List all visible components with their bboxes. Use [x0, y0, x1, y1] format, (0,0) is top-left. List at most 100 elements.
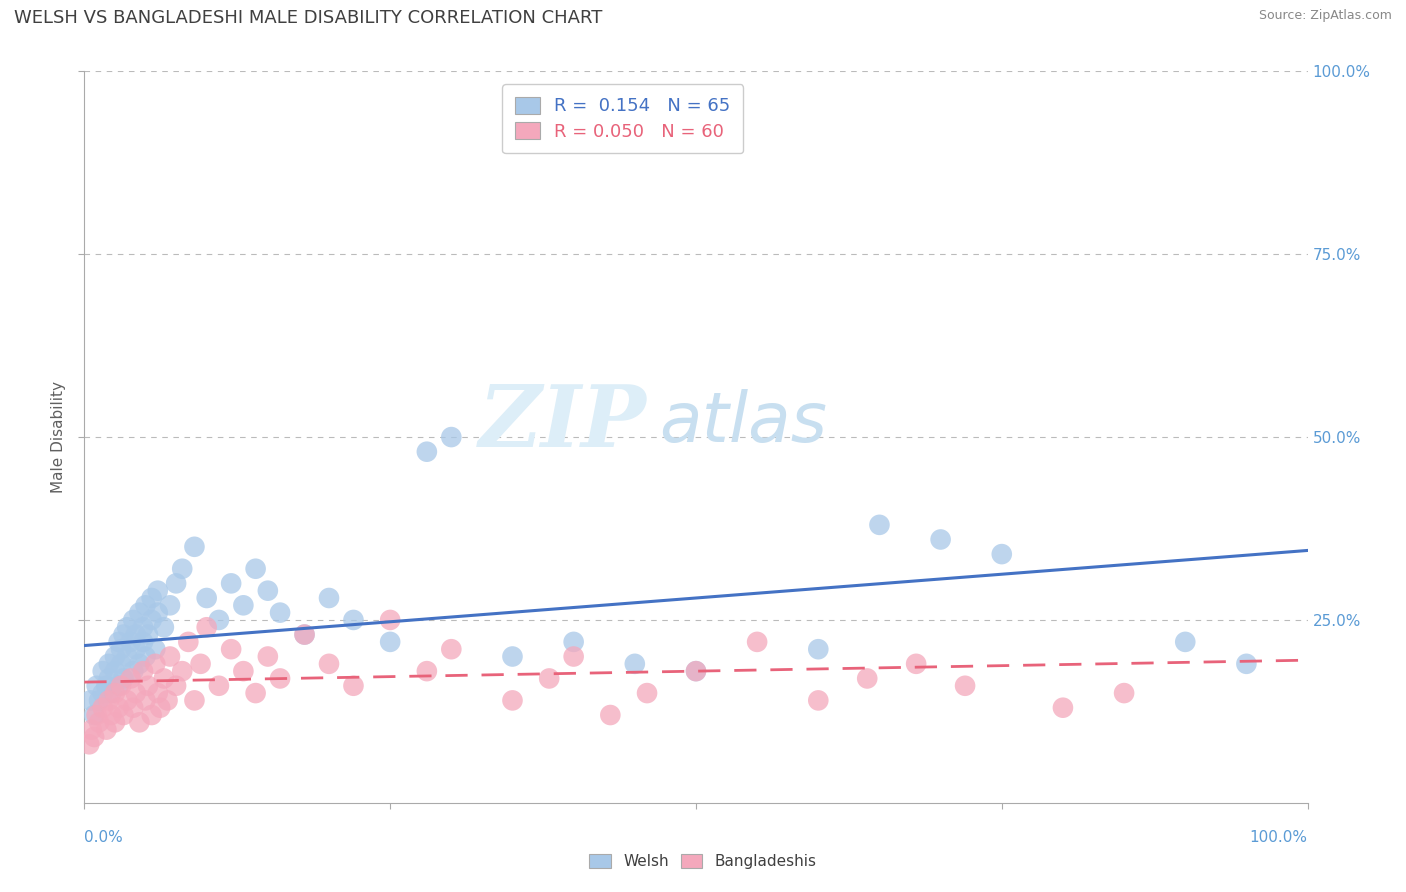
- Welsh: [929, 533, 952, 547]
- Bangladeshis: [120, 672, 142, 686]
- Welsh: [104, 649, 127, 664]
- Bangladeshis: [257, 649, 280, 664]
- Welsh: [269, 606, 291, 620]
- Welsh: [257, 583, 280, 598]
- Bangladeshis: [636, 686, 658, 700]
- Welsh: [1174, 635, 1197, 649]
- Welsh: [120, 635, 142, 649]
- Bangladeshis: [96, 723, 118, 737]
- Bangladeshis: [122, 700, 145, 714]
- Welsh: [294, 627, 316, 641]
- Bangladeshis: [269, 672, 291, 686]
- Bangladeshis: [1052, 700, 1074, 714]
- Bangladeshis: [125, 686, 148, 700]
- Welsh: [132, 635, 155, 649]
- Welsh: [115, 649, 138, 664]
- Welsh: [87, 693, 110, 707]
- Welsh: [991, 547, 1014, 561]
- Welsh: [135, 599, 157, 613]
- Text: atlas: atlas: [659, 389, 827, 456]
- Bangladeshis: [562, 649, 585, 664]
- Welsh: [685, 664, 707, 678]
- Bangladeshis: [1114, 686, 1136, 700]
- Welsh: [107, 679, 129, 693]
- Welsh: [107, 635, 129, 649]
- Bangladeshis: [380, 613, 402, 627]
- Bangladeshis: [107, 700, 129, 714]
- Text: Source: ZipAtlas.com: Source: ZipAtlas.com: [1258, 9, 1392, 22]
- Welsh: [159, 599, 181, 613]
- Bangladeshis: [87, 715, 110, 730]
- Welsh: [86, 679, 108, 693]
- Welsh: [79, 693, 101, 707]
- Bangladeshis: [83, 730, 105, 744]
- Welsh: [125, 627, 148, 641]
- Welsh: [104, 664, 127, 678]
- Bangladeshis: [318, 657, 340, 671]
- Welsh: [143, 642, 166, 657]
- Bangladeshis: [342, 679, 364, 693]
- Bangladeshis: [172, 664, 194, 678]
- Bangladeshis: [208, 679, 231, 693]
- Bangladeshis: [135, 693, 157, 707]
- Welsh: [91, 686, 114, 700]
- Bangladeshis: [159, 649, 181, 664]
- Welsh: [807, 642, 830, 657]
- Bangladeshis: [77, 737, 100, 751]
- Text: WELSH VS BANGLADESHI MALE DISABILITY CORRELATION CHART: WELSH VS BANGLADESHI MALE DISABILITY COR…: [14, 9, 602, 27]
- Bangladeshis: [149, 700, 172, 714]
- Bangladeshis: [747, 635, 769, 649]
- Bangladeshis: [143, 657, 166, 671]
- Bangladeshis: [115, 693, 138, 707]
- Bangladeshis: [110, 679, 132, 693]
- Bangladeshis: [190, 657, 212, 671]
- Welsh: [195, 591, 218, 605]
- Welsh: [115, 620, 138, 634]
- Welsh: [97, 657, 120, 671]
- Bangladeshis: [165, 679, 187, 693]
- Welsh: [562, 635, 585, 649]
- Bangladeshis: [183, 693, 205, 707]
- Bangladeshis: [132, 664, 155, 678]
- Welsh: [91, 664, 114, 678]
- Bangladeshis: [440, 642, 463, 657]
- Welsh: [125, 642, 148, 657]
- Welsh: [416, 444, 439, 458]
- Welsh: [318, 591, 340, 605]
- Welsh: [136, 627, 159, 641]
- Bangladeshis: [100, 708, 122, 723]
- Bangladeshis: [128, 715, 150, 730]
- Bangladeshis: [219, 642, 242, 657]
- Welsh: [165, 576, 187, 591]
- Welsh: [122, 613, 145, 627]
- Bangladeshis: [807, 693, 830, 707]
- Bangladeshis: [177, 635, 200, 649]
- Bangladeshis: [104, 715, 127, 730]
- Bangladeshis: [538, 672, 561, 686]
- Bangladeshis: [112, 708, 135, 723]
- Text: 100.0%: 100.0%: [1250, 830, 1308, 845]
- Welsh: [219, 576, 242, 591]
- Bangladeshis: [245, 686, 267, 700]
- Welsh: [624, 657, 647, 671]
- Welsh: [869, 517, 891, 532]
- Welsh: [135, 649, 157, 664]
- Bangladeshis: [856, 672, 879, 686]
- Welsh: [183, 540, 205, 554]
- Welsh: [232, 599, 254, 613]
- Text: ZIP: ZIP: [479, 381, 647, 464]
- Welsh: [132, 620, 155, 634]
- Bangladeshis: [91, 700, 114, 714]
- Welsh: [141, 591, 163, 605]
- Welsh: [172, 562, 194, 576]
- Bangladeshis: [294, 627, 316, 641]
- Bangladeshis: [502, 693, 524, 707]
- Welsh: [502, 649, 524, 664]
- Welsh: [440, 430, 463, 444]
- Bangladeshis: [80, 723, 103, 737]
- Bangladeshis: [232, 664, 254, 678]
- Welsh: [110, 657, 132, 671]
- Bangladeshis: [153, 672, 176, 686]
- Bangladeshis: [685, 664, 707, 678]
- Legend: R =  0.154   N = 65, R = 0.050   N = 60: R = 0.154 N = 65, R = 0.050 N = 60: [502, 84, 744, 153]
